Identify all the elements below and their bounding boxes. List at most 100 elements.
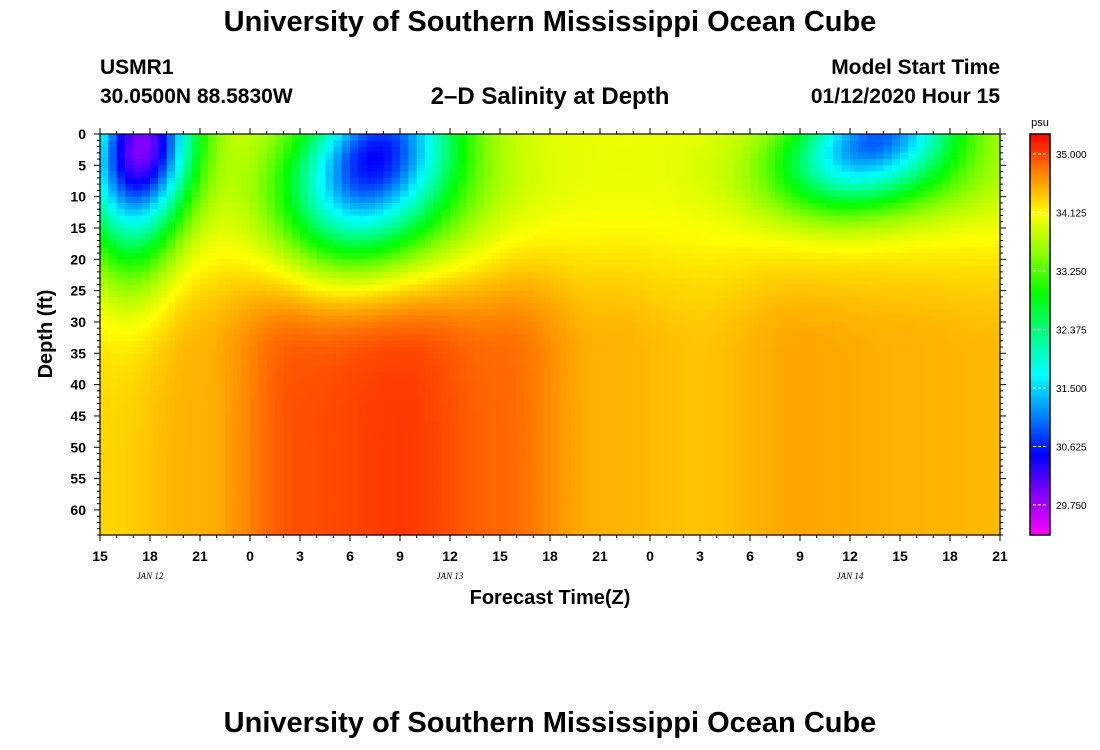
heatmap-cell	[158, 415, 168, 423]
heatmap-cell	[416, 409, 426, 417]
heatmap-cell	[866, 253, 876, 260]
heatmap-cell	[458, 240, 468, 248]
heatmap-cell	[625, 159, 634, 166]
heatmap-cell	[283, 159, 293, 166]
heatmap-cell	[916, 284, 926, 292]
heatmap-cell	[658, 165, 668, 173]
heatmap-cell	[875, 359, 884, 367]
heatmap-cell	[675, 290, 684, 298]
heatmap-cell	[675, 265, 684, 273]
heatmap-cell	[625, 328, 634, 336]
heatmap-cell	[591, 347, 601, 354]
heatmap-cell	[216, 146, 226, 154]
heatmap-cell	[841, 409, 851, 417]
heatmap-cell	[216, 278, 226, 285]
heatmap-cell	[841, 340, 851, 348]
heatmap-cell	[716, 365, 726, 373]
heatmap-cell	[858, 265, 868, 273]
heatmap-cell	[108, 290, 118, 298]
heatmap-cell	[700, 152, 709, 160]
heatmap-cell	[325, 284, 334, 292]
heatmap-cell	[391, 171, 401, 179]
heatmap-cell	[850, 372, 859, 379]
heatmap-cell	[283, 328, 293, 336]
heatmap-cell	[916, 165, 926, 173]
heatmap-cell	[858, 328, 868, 336]
heatmap-cell	[941, 265, 951, 273]
heatmap-cell	[683, 378, 693, 386]
heatmap-cell	[341, 196, 351, 204]
heatmap-cell	[300, 165, 309, 173]
heatmap-cell	[175, 253, 184, 260]
heatmap-cell	[916, 271, 926, 279]
heatmap-cell	[950, 146, 959, 154]
heatmap-cell	[991, 365, 1001, 373]
heatmap-cell	[491, 397, 501, 405]
heatmap-cell	[391, 177, 401, 185]
heatmap-cell	[550, 240, 559, 248]
heatmap-cell	[783, 415, 793, 423]
heatmap-cell	[325, 278, 334, 285]
heatmap-cell	[891, 390, 901, 398]
heatmap-cell	[166, 334, 176, 342]
heatmap-cell	[308, 134, 318, 141]
heatmap-cell	[125, 397, 134, 405]
heatmap-cell	[816, 227, 826, 235]
heatmap-cell	[191, 296, 201, 304]
heatmap-cell	[166, 422, 176, 430]
heatmap-cell	[958, 347, 968, 354]
heatmap-cell	[208, 190, 218, 198]
heatmap-cell	[216, 334, 226, 342]
heatmap-cell	[183, 409, 193, 417]
heatmap-cell	[541, 372, 551, 379]
heatmap-cell	[866, 165, 876, 173]
heatmap-cell	[866, 190, 876, 198]
heatmap-cell	[966, 177, 976, 185]
heatmap-cell	[250, 221, 259, 229]
heatmap-cell	[350, 171, 359, 179]
heatmap-cell	[341, 278, 351, 285]
heatmap-cell	[666, 253, 676, 260]
heatmap-cell	[241, 334, 251, 342]
heatmap-cell	[858, 152, 868, 160]
heatmap-cell	[458, 309, 468, 317]
heatmap-cell	[191, 278, 201, 285]
heatmap-cell	[125, 221, 134, 229]
heatmap-cell	[833, 152, 843, 160]
heatmap-cell	[241, 221, 251, 229]
heatmap-cell	[216, 321, 226, 329]
heatmap-cell	[575, 134, 584, 141]
heatmap-cell	[158, 328, 168, 336]
heatmap-cell	[533, 171, 543, 179]
heatmap-cell	[158, 234, 168, 242]
heatmap-cell	[416, 390, 426, 398]
heatmap-cell	[700, 378, 709, 386]
heatmap-cell	[116, 221, 126, 229]
heatmap-cell	[766, 340, 776, 348]
heatmap-cell	[458, 177, 468, 185]
heatmap-cell	[258, 290, 268, 298]
heatmap-cell	[250, 246, 259, 254]
heatmap-cell	[458, 359, 468, 367]
heatmap-cell	[316, 146, 326, 154]
heatmap-cell	[741, 359, 751, 367]
heatmap-cell	[433, 372, 443, 379]
heatmap-cell	[658, 240, 668, 248]
heatmap-cell	[941, 184, 951, 191]
heatmap-cell	[933, 209, 943, 217]
heatmap-cell	[150, 190, 159, 198]
heatmap-cell	[208, 202, 218, 210]
heatmap-cell	[733, 321, 743, 329]
heatmap-cell	[708, 209, 718, 217]
heatmap-cell	[125, 246, 134, 254]
heatmap-cell	[408, 190, 418, 198]
heatmap-cell	[383, 359, 393, 367]
heatmap-cell	[191, 246, 201, 254]
heatmap-cell	[266, 234, 276, 242]
heatmap-cell	[400, 134, 409, 141]
heatmap-cell	[800, 353, 809, 361]
heatmap-cell	[916, 415, 926, 423]
heatmap-cell	[275, 190, 284, 198]
heatmap-cell	[683, 240, 693, 248]
heatmap-cell	[175, 321, 184, 329]
